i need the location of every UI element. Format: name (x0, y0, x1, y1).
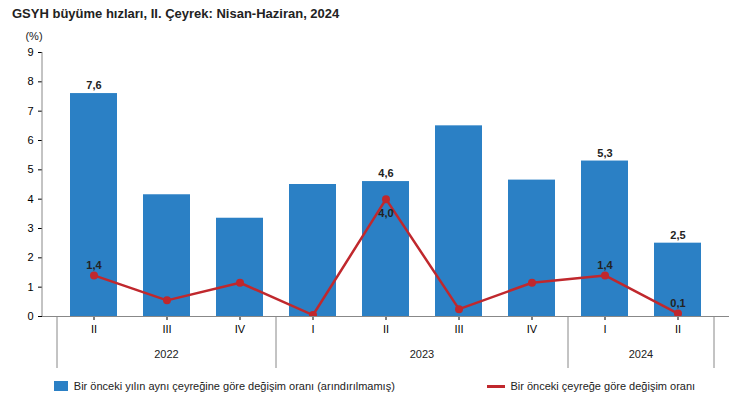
svg-text:4,6: 4,6 (378, 167, 393, 179)
svg-text:IV: IV (235, 323, 246, 335)
svg-text:5: 5 (27, 163, 33, 175)
svg-text:2024: 2024 (629, 348, 653, 360)
svg-text:2023: 2023 (410, 348, 434, 360)
svg-text:IV: IV (527, 323, 538, 335)
svg-text:III: III (454, 323, 463, 335)
svg-text:6: 6 (27, 134, 33, 146)
svg-text:7: 7 (27, 105, 33, 117)
html-text:Bir önceki çeyreğe göre değişi: Bir önceki çeyreğe göre değişim oranı (510, 380, 696, 392)
svg-text:4: 4 (27, 193, 33, 205)
svg-text:1: 1 (27, 281, 33, 293)
html-text:Bir önceki yılın aynı çeyreğin: Bir önceki yılın aynı çeyreğine göre değ… (73, 380, 395, 392)
svg-text:5,3: 5,3 (597, 147, 612, 159)
svg-text:1,4: 1,4 (597, 259, 613, 271)
svg-text:0: 0 (27, 310, 33, 322)
svg-text:II: II (91, 323, 97, 335)
svg-text:8: 8 (27, 75, 33, 87)
svg-text:1,4: 1,4 (86, 259, 102, 271)
svg-text:(%): (%) (25, 30, 42, 42)
svg-text:II: II (383, 323, 389, 335)
svg-text:I: I (311, 323, 314, 335)
html-text:GSYH büyüme hızları, II. Çeyre: GSYH büyüme hızları, II. Çeyrek: Nisan-H… (12, 6, 340, 21)
svg-text:III: III (162, 323, 171, 335)
svg-text:7,6: 7,6 (86, 79, 101, 91)
svg-text:II: II (675, 323, 681, 335)
svg-text:2: 2 (27, 251, 33, 263)
svg-text:3: 3 (27, 222, 33, 234)
svg-text:0,1: 0,1 (670, 297, 685, 309)
svg-text:I: I (603, 323, 606, 335)
svg-text:4,0: 4,0 (378, 207, 393, 219)
svg-text:2,5: 2,5 (670, 229, 685, 241)
svg-text:9: 9 (27, 46, 33, 58)
svg-text:2022: 2022 (154, 348, 178, 360)
